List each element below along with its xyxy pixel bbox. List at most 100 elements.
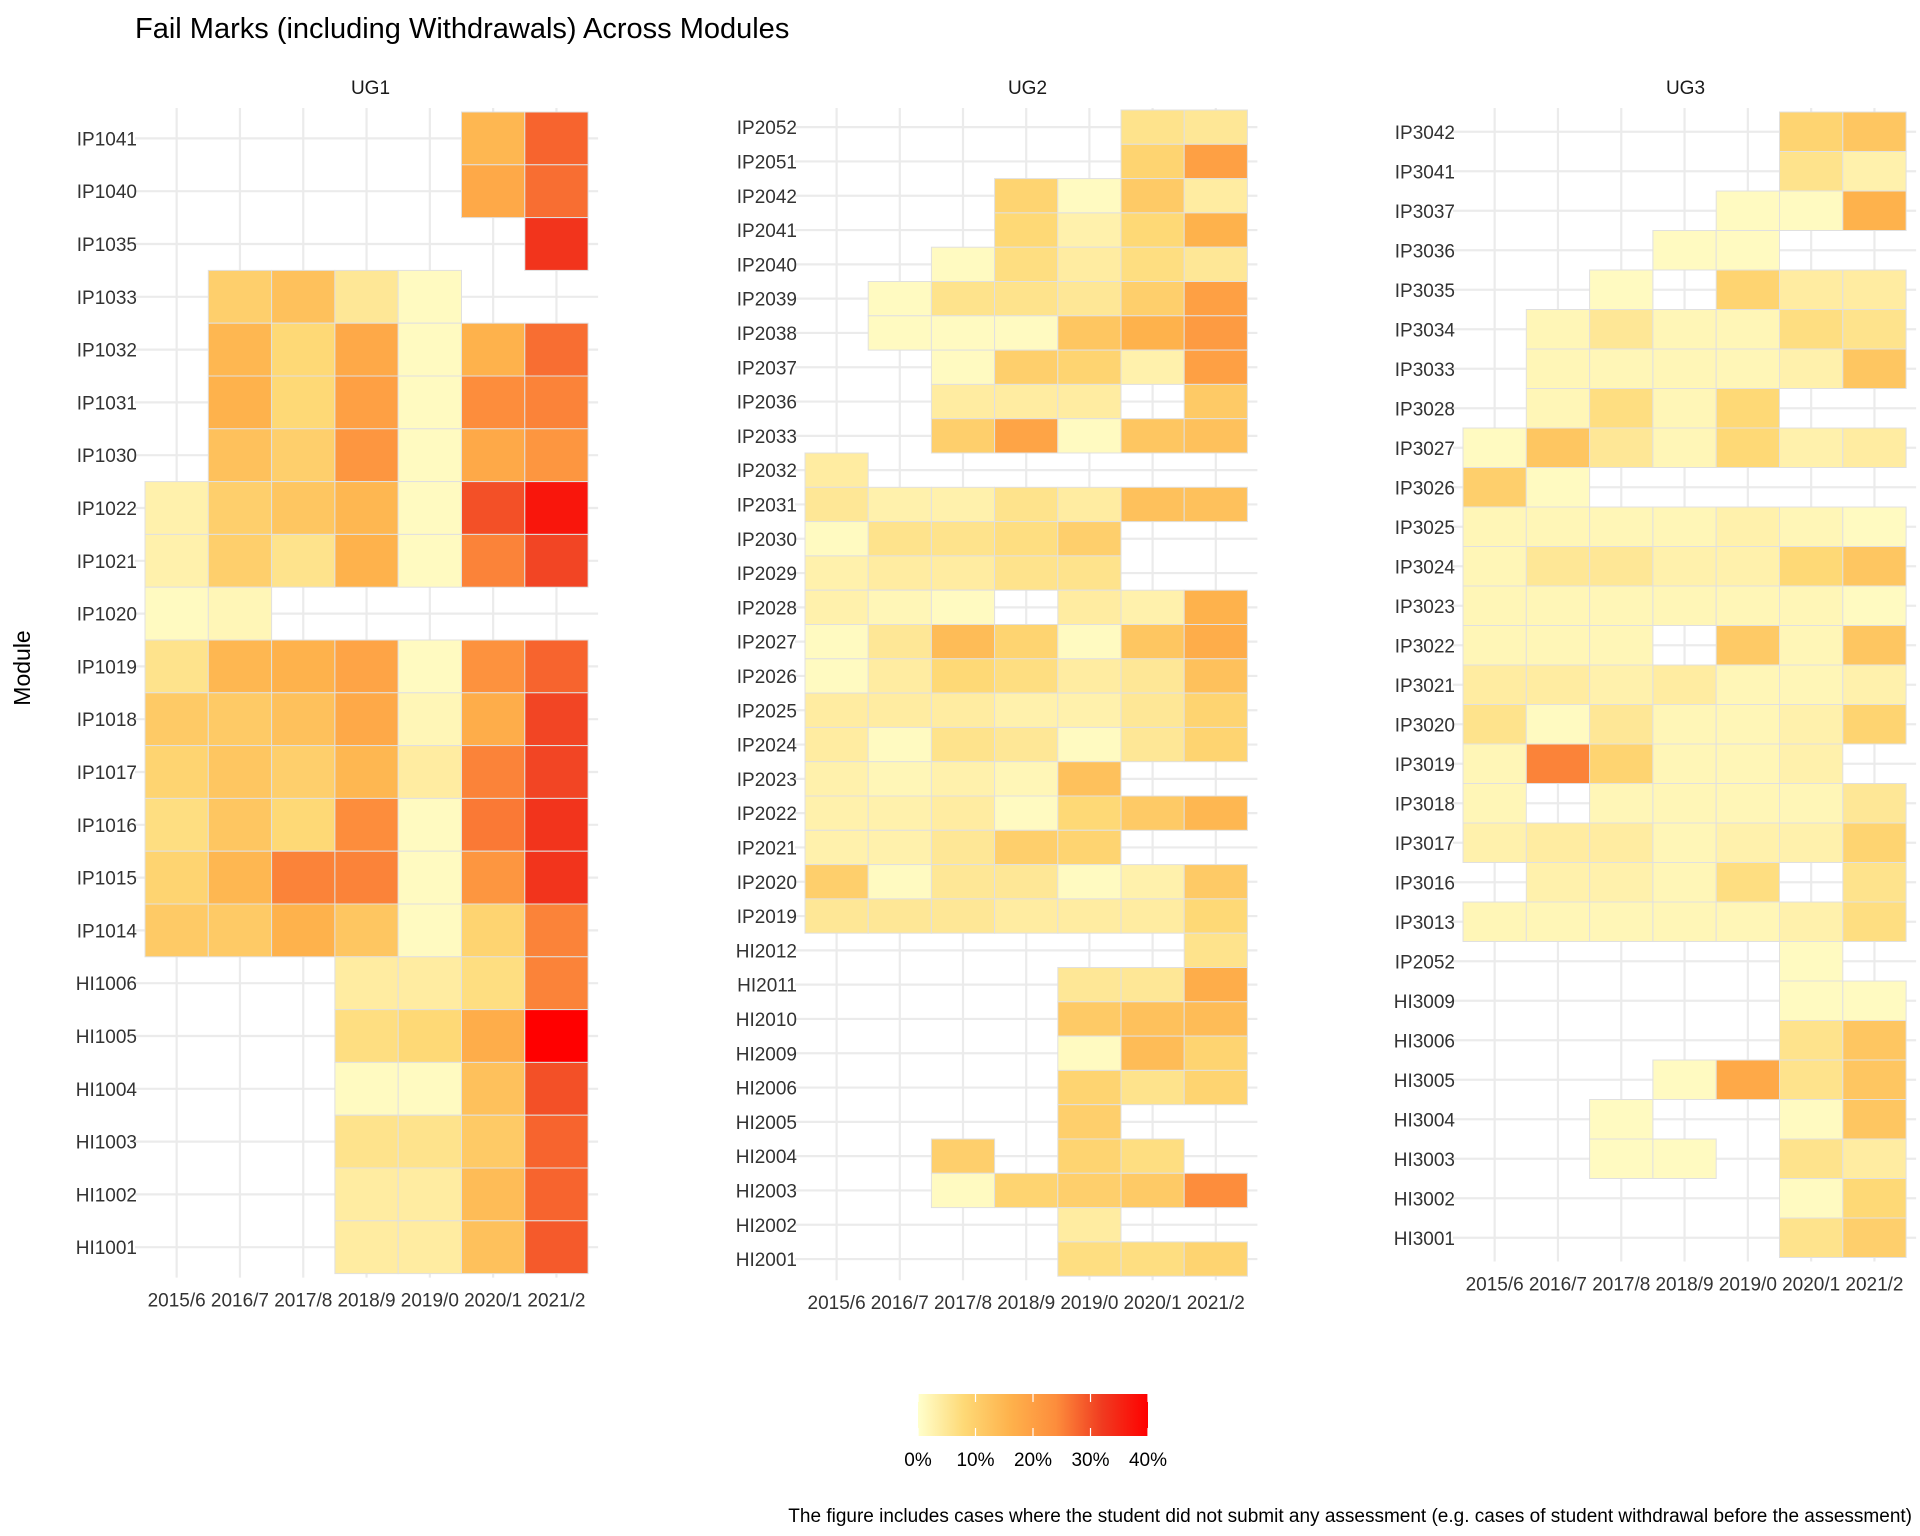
x-tick-label: 2021/2 [1187,1293,1245,1314]
heatmap-cell [397,639,463,694]
heatmap-cell [397,375,463,430]
heatmap-cell [397,797,463,852]
heatmap-cell [1842,1020,1907,1061]
heatmap-cell [930,246,996,282]
heatmap-cell [144,745,209,799]
heatmap-cell [1652,1059,1717,1100]
heatmap-cell [1120,1001,1185,1037]
y-tick-label: IP2036 [737,393,797,414]
y-tick-label: IP2038 [737,324,797,345]
heatmap-cell [1589,388,1654,429]
heatmap-cell [1057,692,1122,728]
heatmap-cell [1842,1217,1907,1258]
y-tick-label: IP3042 [1395,123,1455,144]
x-tick-label: 2017/8 [274,1291,332,1312]
y-tick-label: IP3026 [1395,478,1455,499]
heatmap-cell [1183,349,1248,385]
heatmap-cell [994,555,1059,591]
legend-tick-label: 30% [1071,1450,1109,1471]
heatmap-cell [804,761,869,797]
heatmap-cell [1183,1035,1248,1071]
x-tick-label: 2015/6 [1466,1275,1524,1296]
heatmap-cell [994,829,1059,866]
heatmap-cell [1652,862,1717,903]
chart-caption: The figure includes cases where the stud… [788,1506,1912,1527]
heatmap-cell [1120,624,1185,660]
heatmap-cell [930,692,996,728]
heatmap-cell [144,903,209,958]
heatmap-cell [207,797,273,852]
heatmap-cell [867,486,932,523]
heatmap-cell [461,481,526,535]
heatmap-cell [994,281,1059,317]
heatmap-cell [1183,1172,1248,1209]
heatmap-cell [1183,932,1248,969]
heatmap-cell [397,269,463,324]
heatmap-cell [271,269,336,324]
y-tick-label: IP3022 [1395,636,1455,657]
heatmap-cell [1589,625,1654,666]
heatmap-cell [930,761,996,797]
heatmap-cell [1589,862,1654,903]
heatmap-cell [994,178,1059,214]
heatmap-cell [804,486,869,523]
heatmap-cell [994,349,1059,385]
heatmap-cell [1057,418,1122,454]
heatmap-cell [1183,109,1248,145]
heatmap-cell [1120,1069,1185,1106]
heatmap-cell [804,795,869,831]
heatmap-cell [1652,664,1717,705]
heatmap-cell [930,1172,996,1209]
heatmap-cell [867,521,932,557]
y-tick-label: HI3001 [1394,1229,1455,1250]
y-tick-label: IP3028 [1395,399,1455,420]
heatmap-tiles [144,111,589,1275]
heatmap-cell [524,745,589,799]
y-tick-label: IP2028 [737,598,797,619]
y-tick-label: HI3002 [1394,1189,1455,1210]
heatmap-cell [524,639,589,694]
heatmap-cell [994,521,1059,557]
heatmap-cell [930,315,996,351]
y-tick-label: HI3009 [1394,992,1455,1013]
heatmap-cell [1715,309,1780,350]
heatmap-cell [1779,190,1844,231]
heatmap-cell [1057,1001,1122,1037]
legend-tick-label: 0% [904,1450,932,1471]
heatmap-cell [1715,190,1780,231]
heatmap-cell [1715,388,1780,429]
heatmap-cell [144,639,209,694]
heatmap-cell [271,692,336,747]
heatmap-cell [1715,822,1780,863]
y-tick-label: IP2040 [737,255,797,276]
heatmap-cell [1842,151,1907,192]
heatmap-cell [524,903,589,958]
heatmap-cell [1462,743,1527,784]
heatmap-cell [930,349,996,385]
y-tick-label: HI1006 [76,974,137,995]
heatmap-cell [1525,467,1591,508]
heatmap-cell [1183,315,1248,351]
heatmap-cell [1462,427,1527,468]
heatmap-cell [461,1114,526,1169]
heatmap-cell [1057,624,1122,660]
chart-title: Fail Marks (including Withdrawals) Acros… [135,13,789,45]
heatmap-cell [524,533,589,588]
heatmap-cell [1057,1172,1122,1209]
heatmap-cell [1842,506,1907,547]
heatmap-cell [1525,585,1591,626]
heatmap-cell [1842,901,1907,942]
y-tick-label: HI3004 [1394,1110,1456,1131]
y-tick-label: IP1032 [77,341,137,362]
heatmap-cell [207,428,273,483]
y-tick-labels: IP1041 IP1040 IP1035 IP1033 IP1032 IP1031 IP10… [76,129,138,1259]
panel-ug1: UG1IP1041IP1040IP1035IP1033IP1032IP1031I… [76,78,599,1312]
heatmap-cell [1120,726,1185,763]
heatmap-cell [207,533,273,588]
heatmap-cell [207,639,273,694]
heatmap-cell [1525,427,1591,468]
heatmap-cell [271,481,336,535]
heatmap-cell [271,639,336,694]
heatmap-cell [1779,269,1844,310]
heatmap-cell [144,586,209,641]
